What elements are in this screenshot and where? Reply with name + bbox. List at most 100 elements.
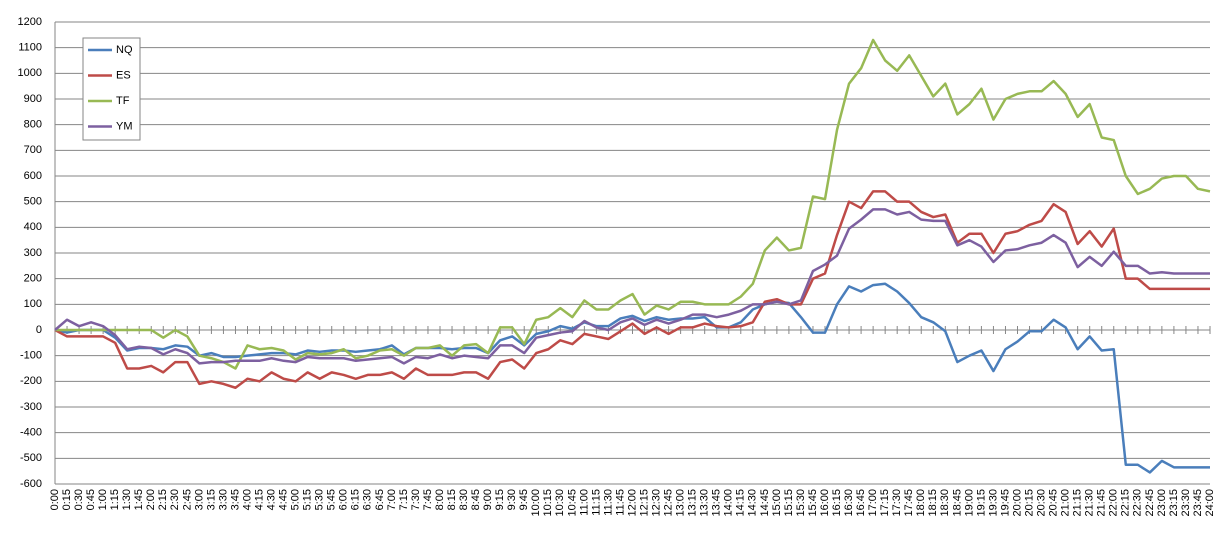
x-tick-label: 9:30 [506,489,518,510]
x-tick-label: 16:45 [855,489,867,517]
x-tick-label: 4:45 [278,489,290,510]
x-tick-label: 5:45 [326,489,338,510]
legend-label: NQ [116,44,133,56]
x-tick-label: 18:30 [939,489,951,517]
x-tick-label: 13:30 [699,489,711,517]
x-tick-label: 10:15 [542,489,554,517]
x-tick-label: 3:15 [205,489,217,510]
y-tick-label: 0 [36,324,42,336]
x-tick-label: 17:30 [891,489,903,517]
x-tick-label: 13:45 [711,489,723,517]
x-tick-label: 15:30 [795,489,807,517]
x-tick-label: 3:30 [217,489,229,510]
x-tick-label: 13:00 [675,489,687,517]
x-tick-label: 16:15 [831,489,843,517]
y-tick-label: 900 [24,93,42,105]
legend-label: TF [116,95,130,107]
x-tick-label: 16:30 [843,489,855,517]
x-tick-label: 22:30 [1132,489,1144,517]
x-tick-label: 8:30 [458,489,470,510]
x-tick-label: 21:00 [1060,489,1072,517]
x-tick-label: 6:00 [338,489,350,510]
x-tick-label: 13:15 [687,489,699,517]
x-tick-label: 3:00 [193,489,205,510]
x-tick-label: 19:30 [987,489,999,517]
series-line [54,190,1210,389]
x-tick-label: 18:00 [915,489,927,517]
x-tick-label: 7:15 [398,489,410,510]
x-tick-label: 19:45 [999,489,1011,517]
x-tick-label: 6:15 [350,489,362,510]
x-tick-label: 9:00 [482,489,494,510]
y-tick-label: -500 [20,452,42,464]
x-tick-label: 19:00 [963,489,975,517]
y-tick-label: 1000 [18,67,42,79]
y-tick-label: 1200 [18,16,42,28]
x-tick-label: 20:15 [1023,489,1035,517]
x-tick-label: 12:30 [650,489,662,517]
x-tick-label: 7:45 [422,489,434,510]
y-tick-label: 400 [24,221,42,233]
x-tick-label: 20:30 [1035,489,1047,517]
x-tick-label: 11:45 [614,489,626,516]
x-tick-label: 6:45 [374,489,386,510]
x-tick-label: 23:30 [1180,489,1192,517]
x-tick-label: 11:00 [578,489,590,516]
y-tick-label: 100 [24,298,42,310]
x-tick-label: 0:15 [61,489,73,510]
x-tick-label: 23:45 [1192,489,1204,517]
x-tick-label: 18:45 [951,489,963,517]
x-tick-label: 17:45 [903,489,915,517]
y-tick-label: -300 [20,401,42,413]
x-tick-label: 10:30 [554,489,566,517]
x-tick-label: 3:45 [229,489,241,510]
y-tick-label: 500 [24,196,42,208]
x-tick-label: 22:15 [1120,489,1132,517]
x-tick-label: 5:00 [290,489,302,510]
x-tick-label: 4:30 [265,489,277,510]
x-tick-label: 21:15 [1072,489,1084,517]
x-tick-label: 1:00 [97,489,109,510]
x-tick-label: 15:00 [771,489,783,517]
y-tick-label: 300 [24,247,42,259]
y-tick-label: -600 [20,478,42,490]
x-tick-label: 12:45 [663,489,675,517]
x-tick-label: 21:30 [1084,489,1096,517]
legend-box [82,37,141,141]
x-tick-label: 0:00 [49,489,61,510]
x-tick-label: 20:45 [1048,489,1060,517]
x-tick-label: 14:00 [723,489,735,517]
x-tick-label: 12:15 [638,489,650,517]
x-tick-label: 10:45 [566,489,578,517]
x-tick-label: 12:00 [626,489,638,517]
x-tick-label: 2:15 [157,489,169,510]
y-tick-label: 200 [24,273,42,285]
x-tick-label: 23:15 [1168,489,1180,517]
x-tick-label: 7:00 [386,489,398,510]
x-tick-label: 5:30 [314,489,326,510]
x-tick-label: 1:30 [121,489,133,510]
x-tick-label: 7:30 [410,489,422,510]
x-tick-label: 8:00 [434,489,446,510]
x-tick-label: 2:45 [181,489,193,510]
x-tick-label: 11:30 [602,489,614,516]
x-tick-label: 1:45 [133,489,145,510]
series-line [54,282,1210,474]
x-tick-label: 17:15 [879,489,891,517]
y-tick-label: 800 [24,119,42,131]
x-tick-label: 20:00 [1011,489,1023,517]
x-tick-label: 14:30 [747,489,759,517]
legend-label: ES [116,69,131,81]
x-tick-label: 0:30 [73,489,85,510]
series-line [55,38,1211,370]
x-tick-label: 17:00 [867,489,879,517]
x-tick-label: 11:15 [590,489,602,516]
series-line [54,208,1210,365]
x-tick-label: 22:45 [1144,489,1156,517]
x-tick-label: 23:00 [1156,489,1168,517]
x-tick-label: 19:15 [975,489,987,517]
x-tick-label: 1:15 [109,489,121,510]
x-tick-label: 18:15 [927,489,939,517]
y-tick-label: 600 [24,170,42,182]
